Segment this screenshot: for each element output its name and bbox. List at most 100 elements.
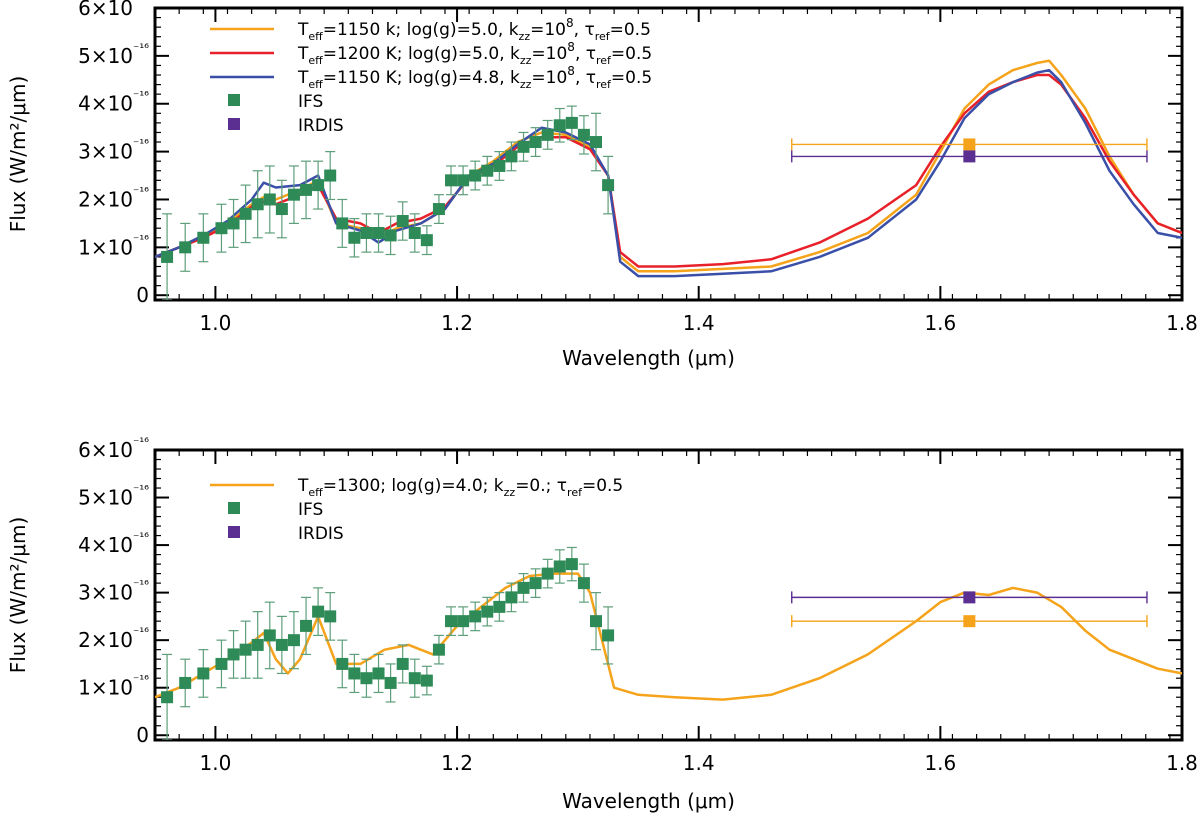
ifs-point <box>348 667 361 680</box>
y-tick-label: 4×10⁻¹⁶ <box>78 89 149 116</box>
ifs-point <box>161 691 174 704</box>
ifs-point <box>505 150 518 163</box>
y-tick-label: 4×10⁻¹⁶ <box>78 530 149 557</box>
ifs-point <box>360 672 373 685</box>
y-tick-label: 6×10⁻¹⁶ <box>78 435 149 462</box>
ifs-point <box>590 615 603 628</box>
ifs-point <box>577 577 590 590</box>
series-line-1 <box>155 572 1182 701</box>
ifs-point <box>287 634 300 647</box>
y-axis-title: Flux (W/m²/μm) <box>6 76 30 233</box>
y-tick-label: 0 <box>136 283 149 307</box>
legend-label-ifs: IFS <box>298 92 323 112</box>
irdis-point <box>963 591 976 604</box>
ifs-point <box>336 657 349 670</box>
irdis-model-point <box>963 615 976 628</box>
legend-label-series-1: Teff=1300; log(g)=4.0; kzz=0.; τref=0.5 <box>297 476 623 499</box>
y-tick-label: 6×10⁻¹⁶ <box>78 0 149 20</box>
ifs-point <box>553 560 566 573</box>
legend-marker-ifs <box>228 94 240 106</box>
ifs-point <box>517 581 530 594</box>
ifs-point <box>590 136 603 149</box>
ifs-point <box>396 215 409 228</box>
ifs-point <box>215 222 228 235</box>
ifs-point <box>384 676 397 689</box>
ifs-point <box>179 676 192 689</box>
x-tick-label: 1.2 <box>441 311 473 335</box>
ifs-point <box>251 638 264 651</box>
ifs-point <box>481 164 494 177</box>
y-tick-label: 3×10⁻¹⁶ <box>78 137 149 164</box>
y-tick-label: 1×10⁻¹⁶ <box>78 232 149 259</box>
ifs-point <box>239 207 252 220</box>
chart-panel-1: 1.0 1.2 1.4 1.6 1.8 0 1×10⁻¹⁶ 2×10⁻¹⁶ 3×10⁻¹⁶ 4×1… <box>6 0 1198 370</box>
ifs-point <box>565 116 578 129</box>
ifs-point <box>324 169 337 182</box>
ifs-point <box>263 193 276 206</box>
ifs-point <box>251 198 264 211</box>
ifs-point <box>312 605 325 618</box>
legend-label-series-1: Teff=1150 k; log(g)=5.0, kzz=108, τref=0… <box>297 16 651 43</box>
y-tick-label: 0 <box>136 723 149 747</box>
x-tick-label: 1.2 <box>441 751 473 775</box>
plot-frame <box>153 6 1184 302</box>
y-tick-label: 5×10⁻¹⁶ <box>78 483 149 510</box>
ifs-point <box>384 229 397 242</box>
ifs-point <box>408 672 421 685</box>
y-tick-label: 2×10⁻¹⁶ <box>78 184 149 211</box>
ifs-point <box>348 231 361 244</box>
ifs-point <box>179 241 192 254</box>
ifs-point <box>420 674 433 687</box>
legend-label-irdis: IRDIS <box>298 524 344 544</box>
plot-area <box>155 546 1182 740</box>
ifs-point <box>457 615 470 628</box>
ifs-point <box>300 183 313 196</box>
legend-label-ifs: IFS <box>298 500 323 520</box>
ifs-point <box>553 119 566 132</box>
x-tick-label: 1.8 <box>1166 311 1198 335</box>
ifs-point <box>577 128 590 141</box>
ifs-point <box>396 657 409 670</box>
ifs-point <box>445 174 458 187</box>
legend: Teff=1300; log(g)=4.0; kzz=0.; τref=0.5I… <box>210 476 623 544</box>
ifs-point <box>239 643 252 656</box>
ifs-point <box>197 231 210 244</box>
ifs-point <box>541 128 554 141</box>
ifs-point <box>372 226 385 239</box>
x-tick-label: 1.8 <box>1166 751 1198 775</box>
ifs-point <box>300 619 313 632</box>
ifs-point <box>275 203 288 216</box>
x-axis-title: Wavelength (μm) <box>562 789 735 813</box>
ifs-point <box>161 250 174 263</box>
y-tick-label: 3×10⁻¹⁶ <box>78 578 149 605</box>
ifs-point <box>541 567 554 580</box>
ifs-point <box>324 610 337 623</box>
ifs-point <box>565 558 578 571</box>
x-tick-label: 1.4 <box>683 751 715 775</box>
irdis-model-point <box>963 138 976 151</box>
ifs-point <box>227 217 240 230</box>
ifs-point <box>481 605 494 618</box>
y-tick-label: 1×10⁻¹⁶ <box>78 673 149 700</box>
ifs-point <box>287 188 300 201</box>
ifs-point <box>227 648 240 661</box>
ifs-point <box>275 638 288 651</box>
legend-label-series-2: Teff=1200 K; log(g)=5.0, kzz=108, τref=0… <box>297 40 652 67</box>
ifs-point <box>602 629 615 642</box>
ifs-point <box>602 179 615 192</box>
ifs-point <box>493 159 506 172</box>
ifs-point <box>372 667 385 680</box>
ifs-point <box>360 226 373 239</box>
legend-label-series-3: Teff=1150 K; log(g)=4.8, kzz=108, τref=0… <box>297 64 652 91</box>
ifs-point <box>197 667 210 680</box>
ifs-point <box>457 174 470 187</box>
ifs-point <box>312 179 325 192</box>
chart-panel-2: 1.0 1.2 1.4 1.6 1.8 0 1×10⁻¹⁶ 2×10⁻¹⁶ 3×10⁻¹⁶ 4×1… <box>6 435 1198 813</box>
ifs-point <box>517 140 530 153</box>
ifs-point <box>493 600 506 613</box>
ifs-point <box>420 234 433 247</box>
ifs-point <box>445 615 458 628</box>
plot-frame <box>153 448 1184 742</box>
x-tick-label: 1.0 <box>200 751 232 775</box>
